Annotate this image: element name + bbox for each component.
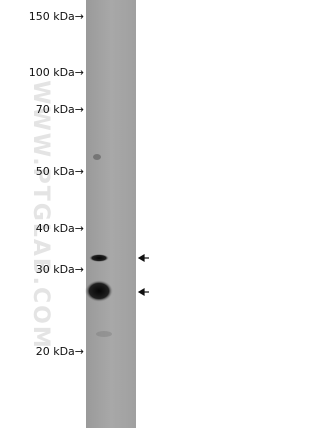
marker-label: 150 kDa→: [29, 10, 84, 23]
marker-label: 30 kDa→: [36, 263, 84, 276]
marker-label: 100 kDa→: [29, 66, 84, 79]
marker-label: 50 kDa→: [36, 165, 84, 178]
marker-label: 20 kDa→: [36, 345, 84, 358]
faint-band: [93, 154, 101, 160]
marker-label: 40 kDa→: [36, 222, 84, 235]
marker-labels: 150 kDa→ 100 kDa→ 70 kDa→ 50 kDa→ 40 kDa→ 30 …: [29, 10, 84, 358]
blot-lane: [86, 0, 136, 428]
watermark: WWW.PTGLAB.COM: [28, 80, 53, 349]
marker-label: 70 kDa→: [36, 103, 84, 116]
blot-figure: WWW.PTGLAB.COM 150 kDa→ 100 kDa→ 70 kDa→ 50…: [28, 0, 149, 428]
band: [89, 254, 109, 262]
band-arrows: [137, 253, 149, 297]
band: [85, 280, 113, 302]
faint-band: [96, 331, 112, 337]
